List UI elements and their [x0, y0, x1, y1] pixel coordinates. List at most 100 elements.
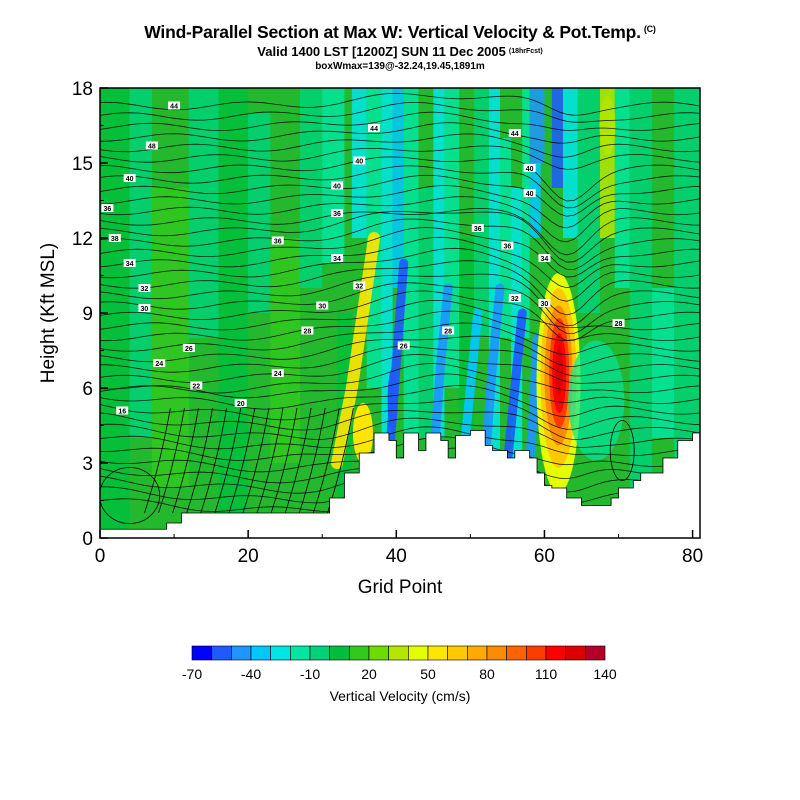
contour-label: 22 — [190, 381, 203, 391]
contour-label-text: 40 — [126, 176, 134, 183]
chart-title-text: Wind-Parallel Section at Max W: Vertical… — [144, 22, 641, 42]
contour-label: 30 — [316, 301, 329, 311]
colorbar-swatch — [447, 645, 468, 661]
x-axis-label: Grid Point — [358, 577, 443, 598]
contour-label: 44 — [368, 124, 381, 133]
contour-label-text: 28 — [444, 329, 452, 336]
contour-labels: 44 44 44 48 40 40 40 40 40 36 36 36 38 36 36 34 34 34 32 32… — [101, 101, 625, 416]
contour-label-text: 30 — [541, 301, 549, 308]
y-tick-label: 3 — [82, 454, 93, 475]
colorbar-swatch — [565, 645, 586, 661]
colorbar-tick-label: 20 — [361, 666, 377, 682]
contour-label-text: 30 — [318, 304, 326, 311]
contour-label-text: 26 — [185, 346, 193, 353]
contour-label-text: 34 — [333, 256, 341, 263]
subtitle-text: Valid 1400 LST [1200Z] SUN 11 Dec 2005 — [257, 44, 506, 59]
colorbar-swatch — [309, 645, 330, 661]
y-tick-label: 12 — [72, 229, 93, 250]
colorbar-swatch — [427, 645, 448, 661]
contour-label: 34 — [123, 259, 136, 268]
contour-label: 40 — [331, 181, 344, 191]
contour-label: 30 — [538, 299, 551, 308]
contour-label: 44 — [508, 129, 521, 138]
colorbar-swatch — [388, 645, 409, 661]
contour-label: 40 — [123, 174, 136, 183]
colorbar-swatch — [270, 645, 291, 661]
contour-label-text: 40 — [526, 191, 534, 198]
y-tick-label: 15 — [72, 154, 93, 175]
y-axis-label: Height (Kft MSL) — [38, 243, 59, 383]
contour-label: 36 — [331, 209, 344, 218]
contour-label-text: 32 — [511, 296, 519, 303]
contour-label: 16 — [116, 406, 129, 416]
contour-label-text: 16 — [118, 409, 126, 416]
colorbar-swatch — [191, 645, 212, 661]
x-tick-label: 0 — [95, 546, 106, 567]
title-mark: (C) — [643, 24, 656, 34]
contour-label-text: 24 — [155, 361, 163, 368]
contour-label-text: 28 — [615, 321, 623, 328]
contour-label: 36 — [471, 224, 484, 233]
contour-label-text: 26 — [400, 344, 408, 351]
chart-subtitle-2: boxWmax=139@-32.24,19.45,1891m — [315, 61, 485, 72]
colorbar-tick-label: 140 — [593, 666, 617, 682]
colorbar-swatch — [467, 645, 488, 661]
contour-label: 26 — [182, 344, 195, 353]
colorbar-swatch — [290, 645, 311, 661]
y-tick-label: 9 — [82, 304, 93, 325]
contour-label: 24 — [153, 359, 166, 368]
contour-label-text: 40 — [355, 159, 363, 166]
plot-area: 44 44 44 48 40 40 40 40 40 36 36 36 38 36 36 34 34 34 32 32… — [100, 88, 700, 538]
contour-label-text: 36 — [104, 206, 112, 213]
colorbar-tick-label: 110 — [535, 666, 558, 682]
contour-label: 32 — [508, 294, 521, 303]
x-tick-label: 40 — [386, 546, 407, 567]
contour-label-text: 24 — [274, 371, 282, 378]
contour-label-text: 36 — [504, 244, 512, 251]
contour-label-text: 20 — [237, 401, 245, 408]
contour-label-text: 22 — [192, 384, 200, 391]
contour-label: 34 — [331, 254, 344, 263]
contour-label: 32 — [138, 284, 151, 293]
x-tick-label: 60 — [534, 546, 555, 567]
colorbar-swatch — [231, 645, 252, 661]
contour-label-text: 40 — [333, 184, 341, 191]
colorbar-tick-label: -40 — [241, 666, 261, 682]
colorbar-tick-label: 50 — [420, 666, 436, 682]
contour-label: 28 — [612, 319, 625, 328]
contour-label-text: 28 — [304, 329, 312, 336]
colorbar-swatch — [408, 645, 429, 661]
y-tick-label: 6 — [82, 379, 93, 400]
contour-label: 38 — [108, 234, 121, 243]
contour-label-text: 48 — [148, 144, 156, 151]
colorbar-tick-label: -70 — [182, 666, 202, 682]
colorbar-swatch — [526, 645, 547, 661]
contour-label-text: 40 — [526, 166, 534, 173]
contour-label-text: 38 — [111, 236, 119, 243]
contour-label-text: 44 — [170, 104, 178, 111]
colorbar-swatch — [545, 645, 566, 661]
x-tick-label: 80 — [682, 546, 703, 567]
x-axis: 0 20 40 60 80 — [95, 530, 703, 567]
colorbar-tick-label: 80 — [479, 666, 495, 682]
contour-label: 32 — [353, 281, 366, 291]
contour-label-text: 34 — [541, 256, 549, 263]
contour-label: 30 — [138, 304, 151, 313]
contour-label-text: 44 — [370, 126, 378, 133]
contour-label: 26 — [397, 341, 410, 351]
contour-label: 36 — [271, 236, 284, 246]
contour-label-text: 44 — [511, 131, 519, 138]
contour-label-text: 36 — [474, 226, 482, 233]
contour-label: 36 — [101, 204, 114, 213]
colorbar-swatch — [211, 645, 232, 661]
contour-label-text: 36 — [333, 211, 341, 218]
contour-label: 44 — [168, 101, 181, 111]
colorbar-swatch — [349, 645, 370, 661]
y-tick-label: 0 — [82, 529, 93, 550]
chart-subtitle: Valid 1400 LST [1200Z] SUN 11 Dec 2005 (1… — [0, 44, 800, 59]
contour-label: 20 — [234, 399, 247, 408]
colorbar-swatch — [329, 645, 350, 661]
y-axis: 0 3 6 9 12 15 18 — [72, 79, 108, 550]
colorbar-tick-label: -10 — [300, 666, 320, 682]
contour-label: 40 — [353, 156, 366, 166]
